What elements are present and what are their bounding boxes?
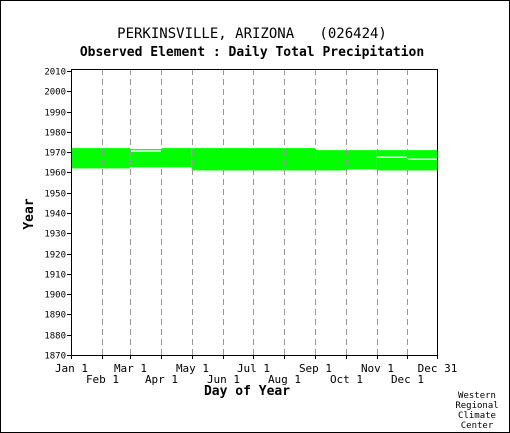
y-tick-label-1890: 1890 (44, 311, 66, 321)
credit-line-3: Climate (458, 411, 496, 421)
y-tick-label-1950: 1950 (44, 190, 66, 200)
x-tick-label-5: Jun 1 (207, 373, 240, 386)
x-tick-label-4: May 1 (176, 362, 209, 375)
y-tick-label-1920: 1920 (44, 251, 66, 261)
credit-line-1: Western (458, 391, 496, 401)
y-tick-label-1900: 1900 (44, 291, 66, 301)
y-tick-label-1960: 1960 (44, 169, 66, 179)
data-band-7 (376, 150, 437, 171)
credit-line-2: Regional (455, 401, 498, 411)
y-tick-label-2000: 2000 (44, 88, 66, 98)
chart-title: PERKINSVILLE, ARIZONA (026424) (117, 26, 387, 42)
data-band-2 (161, 148, 192, 168)
x-tick-label-6: Jul 1 (237, 362, 270, 375)
y-tick-label-1980: 1980 (44, 129, 66, 139)
credit-line-4: Center (461, 421, 494, 431)
x-tick-label-10: Nov 1 (361, 362, 394, 375)
plot-area: 1870 1880 1890 1900 1910 1920 1930 1940 1950 1960… (44, 68, 457, 387)
y-tick-label-2010: 2010 (44, 68, 66, 78)
x-tick-label-3: Apr 1 (145, 373, 178, 386)
data-band-6 (345, 150, 377, 170)
x-tick-label-7: Aug 1 (268, 373, 301, 386)
x-tick-label-11: Dec 1 (391, 373, 424, 386)
y-tick-label-1880: 1880 (44, 332, 66, 342)
y-tick-label-1970: 1970 (44, 149, 66, 159)
y-tick-label-1940: 1940 (44, 210, 66, 220)
y-tick-label-1910: 1910 (44, 271, 66, 281)
data-band-1 (130, 149, 162, 168)
y-axis-label: Year (22, 198, 37, 229)
x-tick-label-1: Feb 1 (86, 373, 119, 386)
plot-border (71, 69, 438, 356)
x-tick-label-12: Dec 31 (418, 362, 458, 375)
data-band-5 (315, 150, 346, 171)
data-band-0 (71, 148, 131, 169)
x-axis-label: Day of Year (204, 384, 290, 399)
data-band-3 (191, 148, 253, 171)
y-tick-label-1870: 1870 (44, 352, 66, 362)
y-tick-label-1990: 1990 (44, 109, 66, 119)
y-tick-label-1930: 1930 (44, 230, 66, 240)
x-tick-label-2: Mar 1 (114, 362, 147, 375)
x-tick-label-0: Jan 1 (55, 362, 88, 375)
x-tick-label-9: Oct 1 (330, 373, 363, 386)
chart-subtitle: Observed Element : Daily Total Precipita… (80, 45, 424, 60)
x-tick-label-8: Sep 1 (299, 362, 332, 375)
